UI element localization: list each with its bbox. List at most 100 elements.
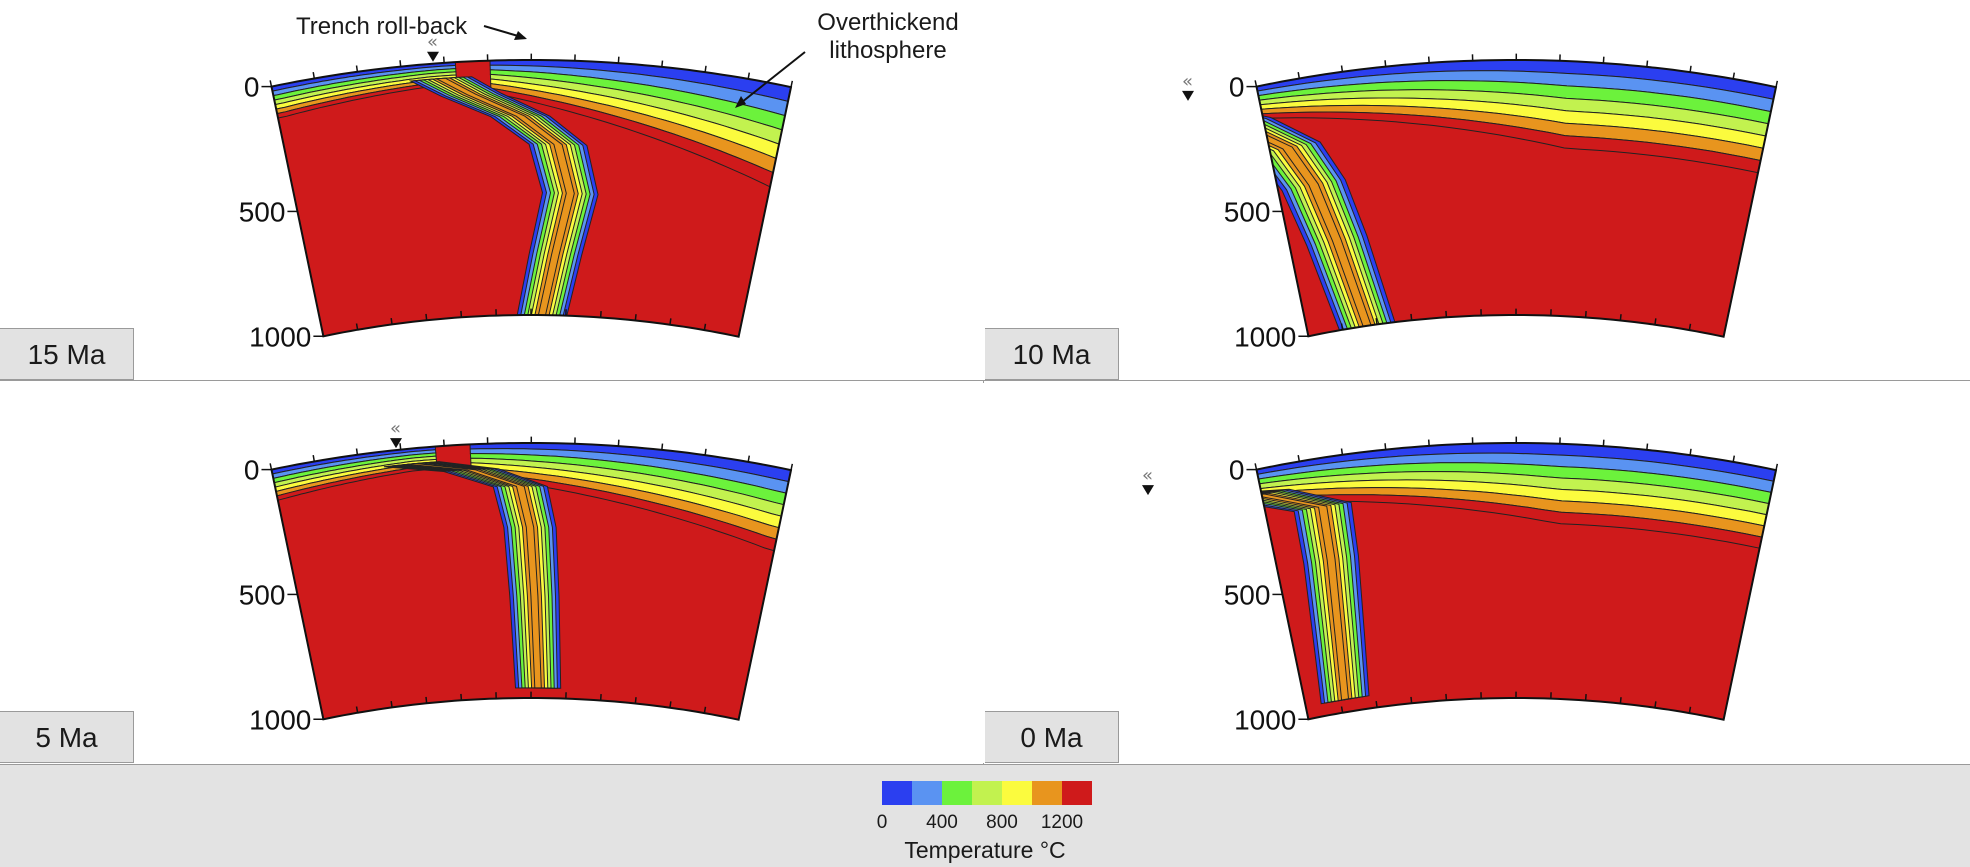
section-plot-10-ma: 0 500 1000 «: [985, 0, 1969, 380]
surface-tick: [791, 81, 792, 87]
surface-tick: [1776, 464, 1777, 470]
rollback-arrow-icon: «: [1182, 71, 1193, 92]
depth-label: 0: [1229, 455, 1245, 486]
surface-tick: [705, 449, 706, 455]
horizontal-divider: [0, 380, 1970, 381]
colorbar-swatch: [942, 781, 972, 805]
bottom-tick: [357, 706, 358, 712]
age-label: 5 Ma: [0, 711, 134, 763]
bottom-tick: [426, 314, 427, 320]
bottom-tick: [391, 701, 392, 707]
colorbar-ticks: 0 400 800 1200: [870, 812, 1110, 836]
surface-tick: [357, 448, 358, 454]
bottom-tick: [357, 323, 358, 329]
surface-tick: [748, 456, 749, 462]
surface-tick: [662, 444, 663, 450]
surface-tick: [1690, 449, 1691, 455]
bottom-tick: [670, 701, 671, 707]
plate-layer: [1223, 102, 1260, 113]
trench-marker-icon: [427, 52, 439, 62]
surface-tick: [1776, 81, 1777, 87]
bottom-tick: [670, 318, 671, 324]
age-label: 10 Ma: [985, 328, 1119, 380]
bottom-tick: [1411, 314, 1412, 320]
surface-tick: [1385, 60, 1386, 66]
panel-5-ma: 0 500 1000 « 5 Ma: [0, 383, 984, 763]
annotation-trench-rollback: Trench roll-back: [296, 13, 468, 40]
surface-tick: [748, 73, 749, 79]
bottom-tick: [635, 314, 636, 320]
plate-layer: [1214, 485, 1261, 499]
surface-tick: [1342, 448, 1343, 454]
depth-label: 0: [1229, 72, 1245, 103]
panel-10-ma: 0 500 1000 « 10 Ma: [985, 0, 1969, 380]
depth-label: 1000: [1234, 321, 1296, 352]
surface-tick: [313, 72, 314, 78]
surface-tick: [1298, 72, 1299, 78]
colorbar: [882, 781, 1092, 805]
age-label: 15 Ma: [0, 328, 134, 380]
annotation-overthickened: lithosphere: [829, 37, 946, 64]
annotation-overthickened: Overthickend: [817, 9, 958, 36]
bottom-tick: [1376, 701, 1377, 707]
surface-tick: [1298, 455, 1299, 461]
depth-label: 1000: [1234, 704, 1296, 735]
trench-marker-icon: [1182, 91, 1194, 101]
colorbar-legend: 0 400 800 1200 Temperature °C: [0, 764, 1970, 867]
colorbar-swatch: [1062, 781, 1092, 805]
surface-tick: [357, 65, 358, 71]
colorbar-swatch: [912, 781, 942, 805]
rollback-arrow-icon: «: [390, 418, 401, 439]
plate-layer: [1214, 489, 1261, 503]
colorbar-swatch: [882, 781, 912, 805]
bottom-tick: [1376, 318, 1377, 324]
surface-tick: [1255, 463, 1256, 469]
bottom-tick: [635, 697, 636, 703]
surface-tick: [1733, 73, 1734, 79]
surface-tick: [400, 443, 401, 449]
colorbar-tick: 400: [926, 812, 958, 834]
colorbar-swatch: [972, 781, 1002, 805]
surface-tick: [1342, 65, 1343, 71]
depth-label: 500: [239, 196, 286, 227]
surface-tick: [705, 66, 706, 72]
bottom-tick: [1411, 697, 1412, 703]
surface-tick: [1255, 80, 1256, 86]
depth-label: 1000: [249, 321, 311, 352]
depth-label: 1000: [249, 704, 311, 735]
depth-label: 500: [1224, 196, 1271, 227]
bottom-tick: [1342, 323, 1343, 329]
surface-tick: [400, 60, 401, 66]
surface-tick: [1690, 66, 1691, 72]
surface-tick: [270, 463, 271, 469]
colorbar-tick: 0: [877, 812, 888, 834]
rollback-arrow-icon: «: [1142, 465, 1153, 486]
surface-tick: [791, 464, 792, 470]
bottom-tick: [1342, 706, 1343, 712]
age-label: 0 Ma: [985, 711, 1119, 763]
bottom-tick: [1620, 697, 1621, 703]
surface-tick: [1733, 456, 1734, 462]
surface-tick: [1385, 443, 1386, 449]
surface-tick: [313, 455, 314, 461]
colorbar-swatch: [1032, 781, 1062, 805]
surface-tick: [1647, 444, 1648, 450]
depth-label: 0: [244, 455, 260, 486]
bottom-tick: [1620, 314, 1621, 320]
depth-label: 500: [239, 579, 286, 610]
surface-tick: [270, 80, 271, 86]
bottom-tick: [1655, 701, 1656, 707]
depth-label: 0: [244, 72, 260, 103]
colorbar-swatch: [1002, 781, 1032, 805]
surface-tick: [1647, 61, 1648, 67]
bottom-tick: [1655, 318, 1656, 324]
plate-layer: [1224, 106, 1261, 117]
surface-tick: [662, 61, 663, 67]
colorbar-tick: 1200: [1041, 812, 1083, 834]
section-plot-5-ma: 0 500 1000 «: [0, 383, 984, 763]
trench-marker-icon: [1142, 485, 1154, 495]
